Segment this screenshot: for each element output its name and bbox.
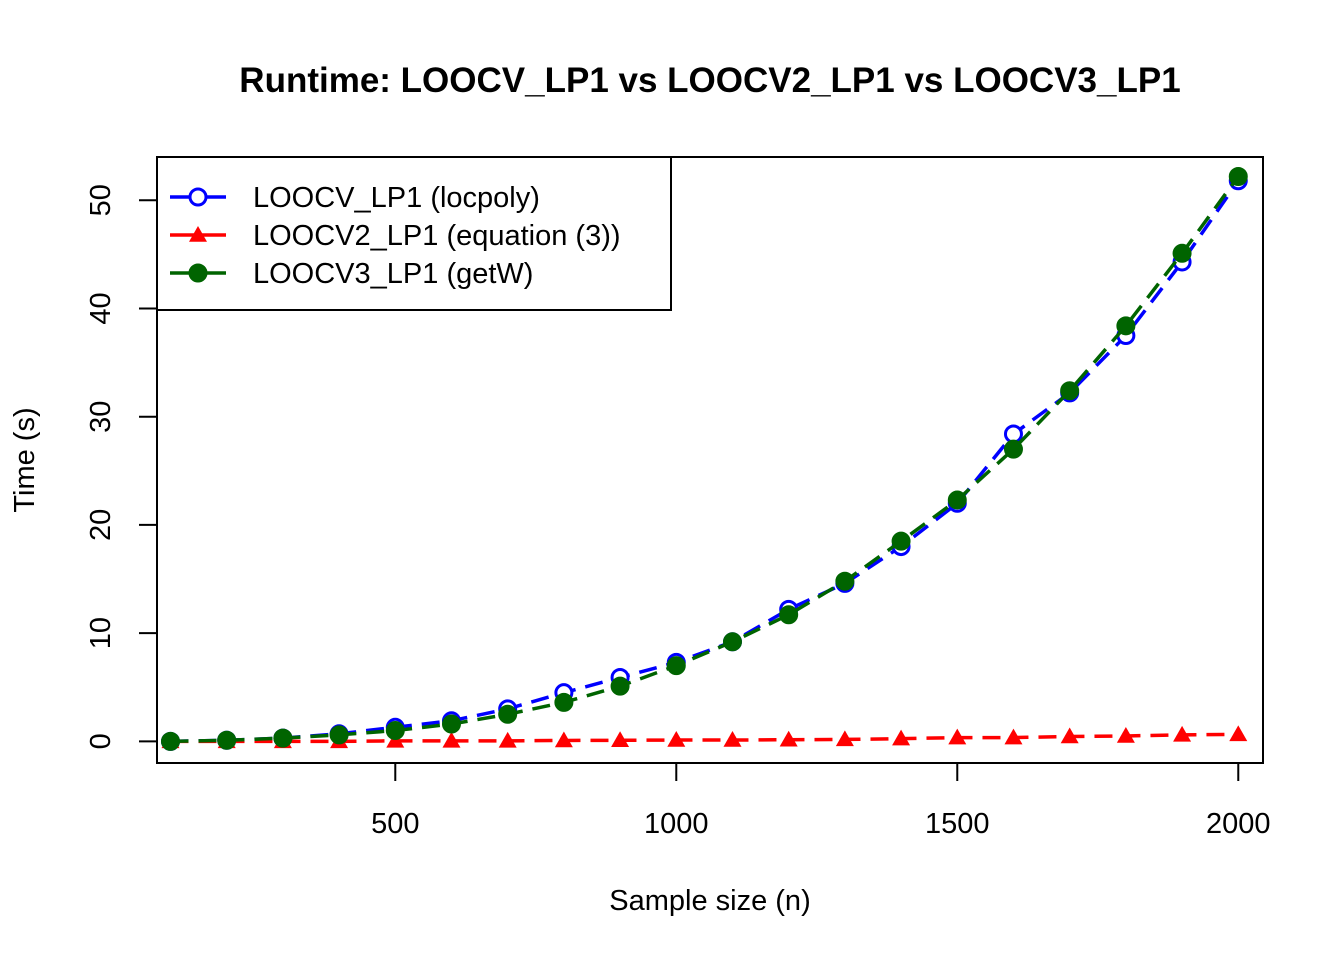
data-point	[554, 731, 573, 748]
data-point	[441, 714, 461, 734]
data-point	[160, 731, 180, 751]
legend-item: LOOCV3_LP1 (getW)	[170, 258, 533, 290]
y-axis: 0 10 20 30 40 50	[85, 184, 157, 749]
data-point	[779, 730, 798, 747]
y-tick-label: 40	[85, 292, 117, 324]
legend-label: LOOCV2_LP1 (equation (3))	[253, 220, 621, 252]
data-point	[947, 490, 967, 510]
data-point	[948, 728, 967, 745]
x-axis: 500 1000 1500 2000	[371, 763, 1271, 840]
data-point	[610, 676, 630, 696]
legend-box	[156, 156, 672, 311]
legend-marker	[188, 263, 208, 283]
data-point	[1229, 725, 1248, 742]
series-layer	[160, 166, 1248, 751]
data-point	[891, 531, 911, 551]
data-point	[1173, 725, 1192, 742]
x-tick-label: 1000	[644, 808, 709, 840]
data-point	[329, 725, 349, 745]
x-tick-label: 500	[371, 808, 419, 840]
chart-title: Runtime: LOOCV_LP1 vs LOOCV2_LP1 vs LOOC…	[239, 61, 1180, 100]
data-point	[1116, 316, 1136, 336]
data-point	[385, 721, 405, 741]
y-tick-label: 20	[85, 509, 117, 541]
data-point	[722, 632, 742, 652]
series-3	[160, 166, 1248, 751]
plot-area-frame	[156, 156, 1264, 764]
data-point	[1228, 166, 1248, 186]
y-tick-label: 10	[85, 617, 117, 649]
data-point	[1116, 726, 1135, 743]
series-line	[170, 732, 1239, 744]
data-point	[1172, 243, 1192, 263]
legend-label: LOOCV3_LP1 (getW)	[253, 258, 533, 290]
data-point	[1060, 381, 1080, 401]
legend-marker	[188, 187, 208, 207]
legend: LOOCV_LP1 (locpoly) LOOCV2_LP1 (equation …	[156, 156, 672, 311]
data-point	[835, 571, 855, 591]
data-point	[498, 704, 518, 724]
y-axis-label: Time (s)	[9, 407, 41, 512]
legend-label: LOOCV_LP1 (locpoly)	[253, 182, 540, 214]
data-point	[779, 605, 799, 625]
y-tick-label: 30	[85, 401, 117, 433]
data-point	[835, 730, 854, 747]
data-point	[1003, 439, 1023, 459]
data-point	[554, 692, 574, 712]
x-tick-label: 1500	[925, 808, 990, 840]
data-point	[667, 731, 686, 747]
data-point	[666, 656, 686, 676]
data-point	[442, 731, 461, 748]
legend-item: LOOCV2_LP1 (equation (3))	[170, 220, 621, 252]
x-axis-label: Sample size (n)	[609, 885, 810, 917]
y-tick-label: 0	[85, 733, 117, 749]
data-point	[611, 731, 630, 748]
data-point	[1003, 424, 1023, 444]
legend-item: LOOCV_LP1 (locpoly)	[170, 182, 540, 214]
data-point	[892, 729, 911, 746]
data-point	[217, 730, 237, 750]
data-point	[273, 728, 293, 748]
data-point	[1060, 727, 1079, 744]
legend-marker	[189, 226, 207, 242]
x-tick-label: 2000	[1206, 808, 1271, 840]
data-point	[498, 731, 517, 748]
y-tick-label: 50	[85, 184, 117, 216]
data-point	[723, 731, 742, 747]
data-point	[1004, 728, 1023, 745]
